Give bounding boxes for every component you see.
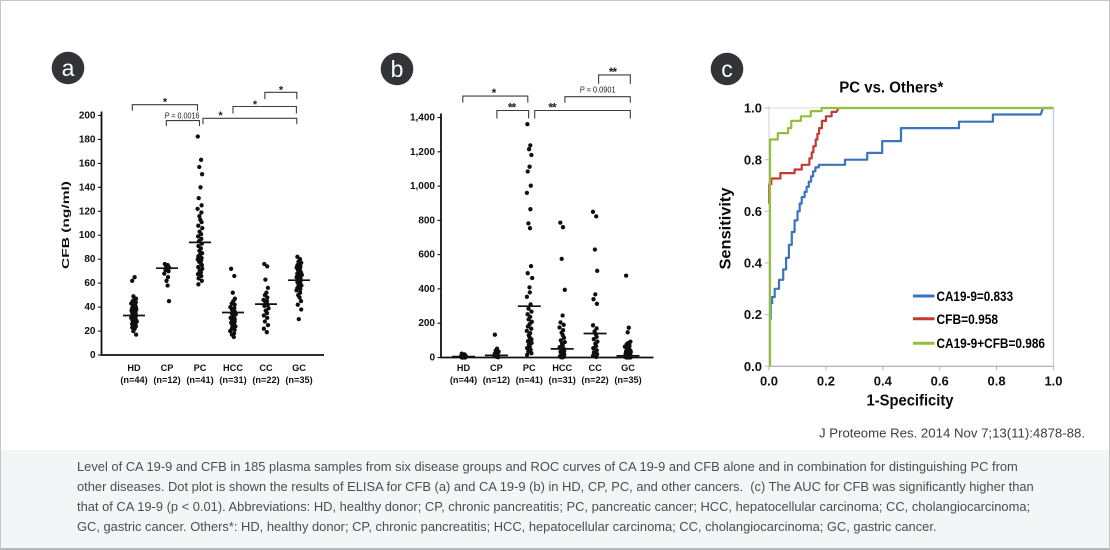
- svg-text:0.4: 0.4: [744, 256, 763, 271]
- svg-text:*: *: [218, 110, 223, 122]
- svg-text:0.6: 0.6: [744, 204, 762, 219]
- svg-text:Sensitivity: Sensitivity: [718, 187, 735, 269]
- svg-text:400: 400: [418, 284, 435, 295]
- svg-text:(n=41): (n=41): [186, 375, 213, 385]
- svg-text:*: *: [279, 84, 284, 96]
- svg-text:*: *: [253, 99, 258, 111]
- svg-text:1,200: 1,200: [410, 147, 435, 158]
- svg-text:CA19-9+CFB=0.986: CA19-9+CFB=0.986: [937, 336, 1046, 351]
- svg-text:0.4: 0.4: [874, 373, 893, 388]
- svg-text:140: 140: [79, 182, 96, 193]
- svg-text:GC: GC: [292, 363, 306, 373]
- svg-text:(n=44): (n=44): [450, 375, 477, 385]
- svg-text:0.8: 0.8: [744, 152, 762, 167]
- svg-text:(n=41): (n=41): [516, 375, 543, 385]
- svg-text:**: **: [548, 101, 557, 115]
- svg-text:100: 100: [79, 230, 96, 241]
- svg-text:20: 20: [84, 326, 96, 337]
- svg-text:(n=35): (n=35): [614, 375, 641, 385]
- svg-text:CC: CC: [259, 363, 273, 373]
- svg-text:0.0: 0.0: [760, 373, 778, 388]
- svg-text:CC: CC: [588, 363, 602, 373]
- svg-text:200: 200: [79, 111, 96, 122]
- svg-text:*: *: [163, 97, 168, 109]
- svg-text:1.0: 1.0: [1044, 373, 1062, 388]
- svg-text:160: 160: [79, 158, 96, 169]
- svg-text:200: 200: [418, 318, 435, 329]
- svg-text:CFB=0.958: CFB=0.958: [937, 312, 999, 327]
- svg-text:(n=12): (n=12): [483, 375, 510, 385]
- svg-text:J Proteome Res. 2014 Nov 7;13(: J Proteome Res. 2014 Nov 7;13(11):4878-8…: [819, 426, 1085, 441]
- svg-text:a: a: [62, 55, 75, 81]
- svg-text:**: **: [508, 101, 517, 115]
- svg-text:0: 0: [429, 353, 435, 364]
- svg-text:CFB (ng/ml): CFB (ng/ml): [60, 181, 72, 269]
- svg-text:PC vs. Others*: PC vs. Others*: [839, 80, 944, 97]
- svg-text:800: 800: [418, 215, 435, 226]
- svg-text:0.2: 0.2: [817, 373, 835, 388]
- svg-text:(n=22): (n=22): [581, 375, 608, 385]
- svg-text:1.0: 1.0: [744, 101, 762, 116]
- svg-text:HD: HD: [127, 363, 141, 373]
- svg-text:60: 60: [84, 278, 96, 289]
- svg-text:PC: PC: [194, 363, 207, 373]
- svg-text:HD: HD: [457, 363, 471, 373]
- svg-text:c: c: [721, 56, 733, 82]
- svg-text:1,000: 1,000: [410, 181, 435, 192]
- svg-text:0.8: 0.8: [988, 373, 1006, 388]
- svg-text:600: 600: [418, 250, 435, 261]
- svg-text:(n=31): (n=31): [219, 375, 246, 385]
- svg-text:b: b: [391, 56, 404, 82]
- svg-text:(n=44): (n=44): [120, 375, 147, 385]
- svg-text:0.0: 0.0: [744, 359, 762, 374]
- svg-text:CP: CP: [161, 363, 174, 373]
- svg-text:*: *: [492, 86, 497, 100]
- svg-text:CA19-9=0.833: CA19-9=0.833: [937, 289, 1014, 304]
- svg-text:CP: CP: [490, 363, 503, 373]
- svg-text:1,400: 1,400: [410, 113, 435, 124]
- svg-text:0.2: 0.2: [744, 307, 762, 322]
- svg-text:P = 0.0016: P = 0.0016: [165, 111, 200, 121]
- svg-text:GC: GC: [621, 363, 635, 373]
- svg-text:80: 80: [84, 254, 96, 265]
- svg-text:(n=35): (n=35): [285, 375, 312, 385]
- svg-text:120: 120: [79, 206, 96, 217]
- svg-text:1-Specificity: 1-Specificity: [867, 393, 954, 410]
- svg-text:0.6: 0.6: [931, 373, 949, 388]
- svg-text:PC: PC: [523, 363, 536, 373]
- svg-text:(n=31): (n=31): [549, 375, 576, 385]
- svg-text:(n=22): (n=22): [252, 375, 279, 385]
- svg-text:HCC: HCC: [552, 363, 572, 373]
- svg-text:0: 0: [90, 350, 96, 361]
- svg-text:HCC: HCC: [223, 363, 243, 373]
- svg-text:**: **: [609, 65, 618, 79]
- svg-text:P = 0.0901: P = 0.0901: [580, 85, 616, 95]
- svg-text:(n=12): (n=12): [153, 375, 180, 385]
- svg-text:180: 180: [79, 134, 96, 145]
- svg-text:40: 40: [84, 302, 96, 313]
